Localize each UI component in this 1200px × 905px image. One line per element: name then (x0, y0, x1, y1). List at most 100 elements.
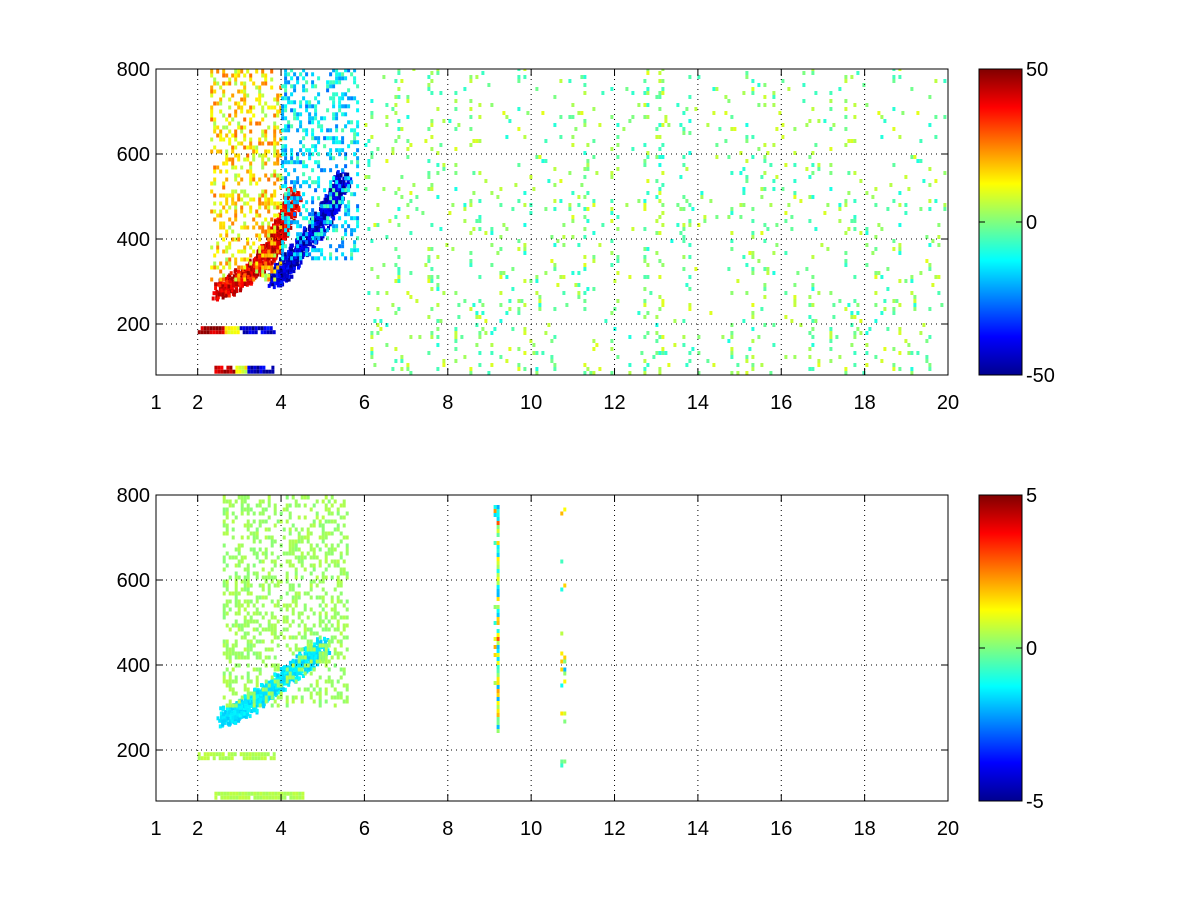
heatmap-cell (232, 716, 235, 720)
heatmap-cell (335, 92, 338, 96)
heatmap-cell (214, 796, 217, 800)
heatmap-cell (892, 107, 895, 111)
heatmap-cell (356, 236, 359, 240)
heatmap-cell (305, 108, 308, 112)
heatmap-cell (934, 115, 937, 119)
heatmap-cell (850, 139, 853, 143)
heatmap-cell (341, 188, 344, 192)
heatmap-cell (499, 355, 502, 359)
heatmap-cell (223, 544, 226, 548)
heatmap-cell (299, 104, 302, 108)
heatmap-cell (255, 214, 258, 218)
heatmap-cell (277, 696, 280, 700)
heatmap-cell (811, 367, 814, 371)
heatmap-cell (523, 331, 526, 335)
heatmap-cell (252, 752, 255, 756)
heatmap-cell (463, 203, 466, 207)
heatmap-cell (295, 792, 298, 796)
heatmap-cell (341, 200, 344, 204)
heatmap-cell (332, 192, 335, 196)
heatmap-cell (583, 167, 586, 171)
heatmap-cell (264, 756, 267, 760)
heatmap-cell (376, 291, 379, 295)
heatmap-cell (229, 704, 232, 708)
heatmap-cell (751, 231, 754, 235)
heatmap-cell (276, 150, 279, 154)
heatmap-cell (499, 235, 502, 239)
heatmap-cell (311, 80, 314, 84)
heatmap-cell (874, 303, 877, 307)
heatmap-cell (261, 274, 264, 278)
heatmap-cell (745, 179, 748, 183)
heatmap-cell (928, 363, 931, 367)
heatmap-cell (332, 200, 335, 204)
heatmap-cell (290, 196, 293, 200)
heatmap-cell (273, 122, 276, 126)
heatmap-cell (243, 74, 246, 78)
heatmap-cell (244, 568, 247, 572)
heatmap-cell (223, 508, 226, 512)
heatmap-cell (201, 330, 204, 334)
heatmap-cell (913, 307, 916, 311)
heatmap-cell (427, 75, 430, 79)
heatmap-cell (231, 74, 234, 78)
heatmap-cell (226, 652, 229, 656)
heatmap-cell (478, 171, 481, 175)
heatmap-cell (329, 168, 332, 172)
heatmap-cell (637, 311, 640, 315)
heatmap-cell (273, 162, 276, 166)
heatmap-cell (237, 142, 240, 146)
heatmap-cell (583, 263, 586, 267)
heatmap-cell (289, 588, 292, 592)
heatmap-cell (305, 104, 308, 108)
heatmap-cell (296, 112, 299, 116)
heatmap-cell (287, 192, 290, 196)
heatmap-cell (344, 92, 347, 96)
heatmap-cell (218, 283, 221, 287)
heatmap-cell (571, 115, 574, 119)
heatmap-cell (281, 148, 284, 152)
heatmap-cell (347, 96, 350, 100)
heatmap-cell (508, 347, 511, 351)
heatmap-cell (283, 636, 286, 640)
heatmap-cell (277, 796, 280, 800)
heatmap-cell (243, 752, 246, 756)
heatmap-cell (373, 363, 376, 367)
heatmap-cell (233, 290, 236, 294)
heatmap-cell (601, 223, 604, 227)
heatmap-cell (850, 311, 853, 315)
heatmap-cell (240, 198, 243, 202)
heatmap-cell (334, 208, 337, 212)
heatmap-cell (943, 79, 946, 83)
heatmap-cell (586, 167, 589, 171)
heatmap-cell (273, 98, 276, 102)
heatmap-cell (235, 652, 238, 656)
heatmap-cell (598, 243, 601, 247)
heatmap-cell (253, 644, 256, 648)
heatmap-cell (283, 528, 286, 532)
heatmap-cell (350, 228, 353, 232)
heatmap-cell (271, 536, 274, 540)
heatmap-cell (259, 792, 262, 796)
heatmap-cell (231, 146, 234, 150)
heatmap-cell (265, 528, 268, 532)
heatmap-cell (226, 668, 229, 672)
heatmap-cell (265, 536, 268, 540)
heatmap-cell (388, 219, 391, 223)
heatmap-cell (305, 148, 308, 152)
heatmap-cell (469, 307, 472, 311)
heatmap-cell (279, 206, 282, 210)
heatmap-cell (222, 206, 225, 210)
heatmap-cell (469, 199, 472, 203)
heatmap-cell (493, 327, 496, 331)
heatmap-cell (231, 326, 234, 330)
heatmap-cell (213, 194, 216, 198)
heatmap-cell (430, 183, 433, 187)
heatmap-cell (241, 652, 244, 656)
heatmap-cell (499, 203, 502, 207)
heatmap-cell (225, 162, 228, 166)
heatmap-cell (240, 326, 243, 330)
heatmap-cell (934, 199, 937, 203)
heatmap-cell (883, 299, 886, 303)
heatmap-cell (844, 231, 847, 235)
